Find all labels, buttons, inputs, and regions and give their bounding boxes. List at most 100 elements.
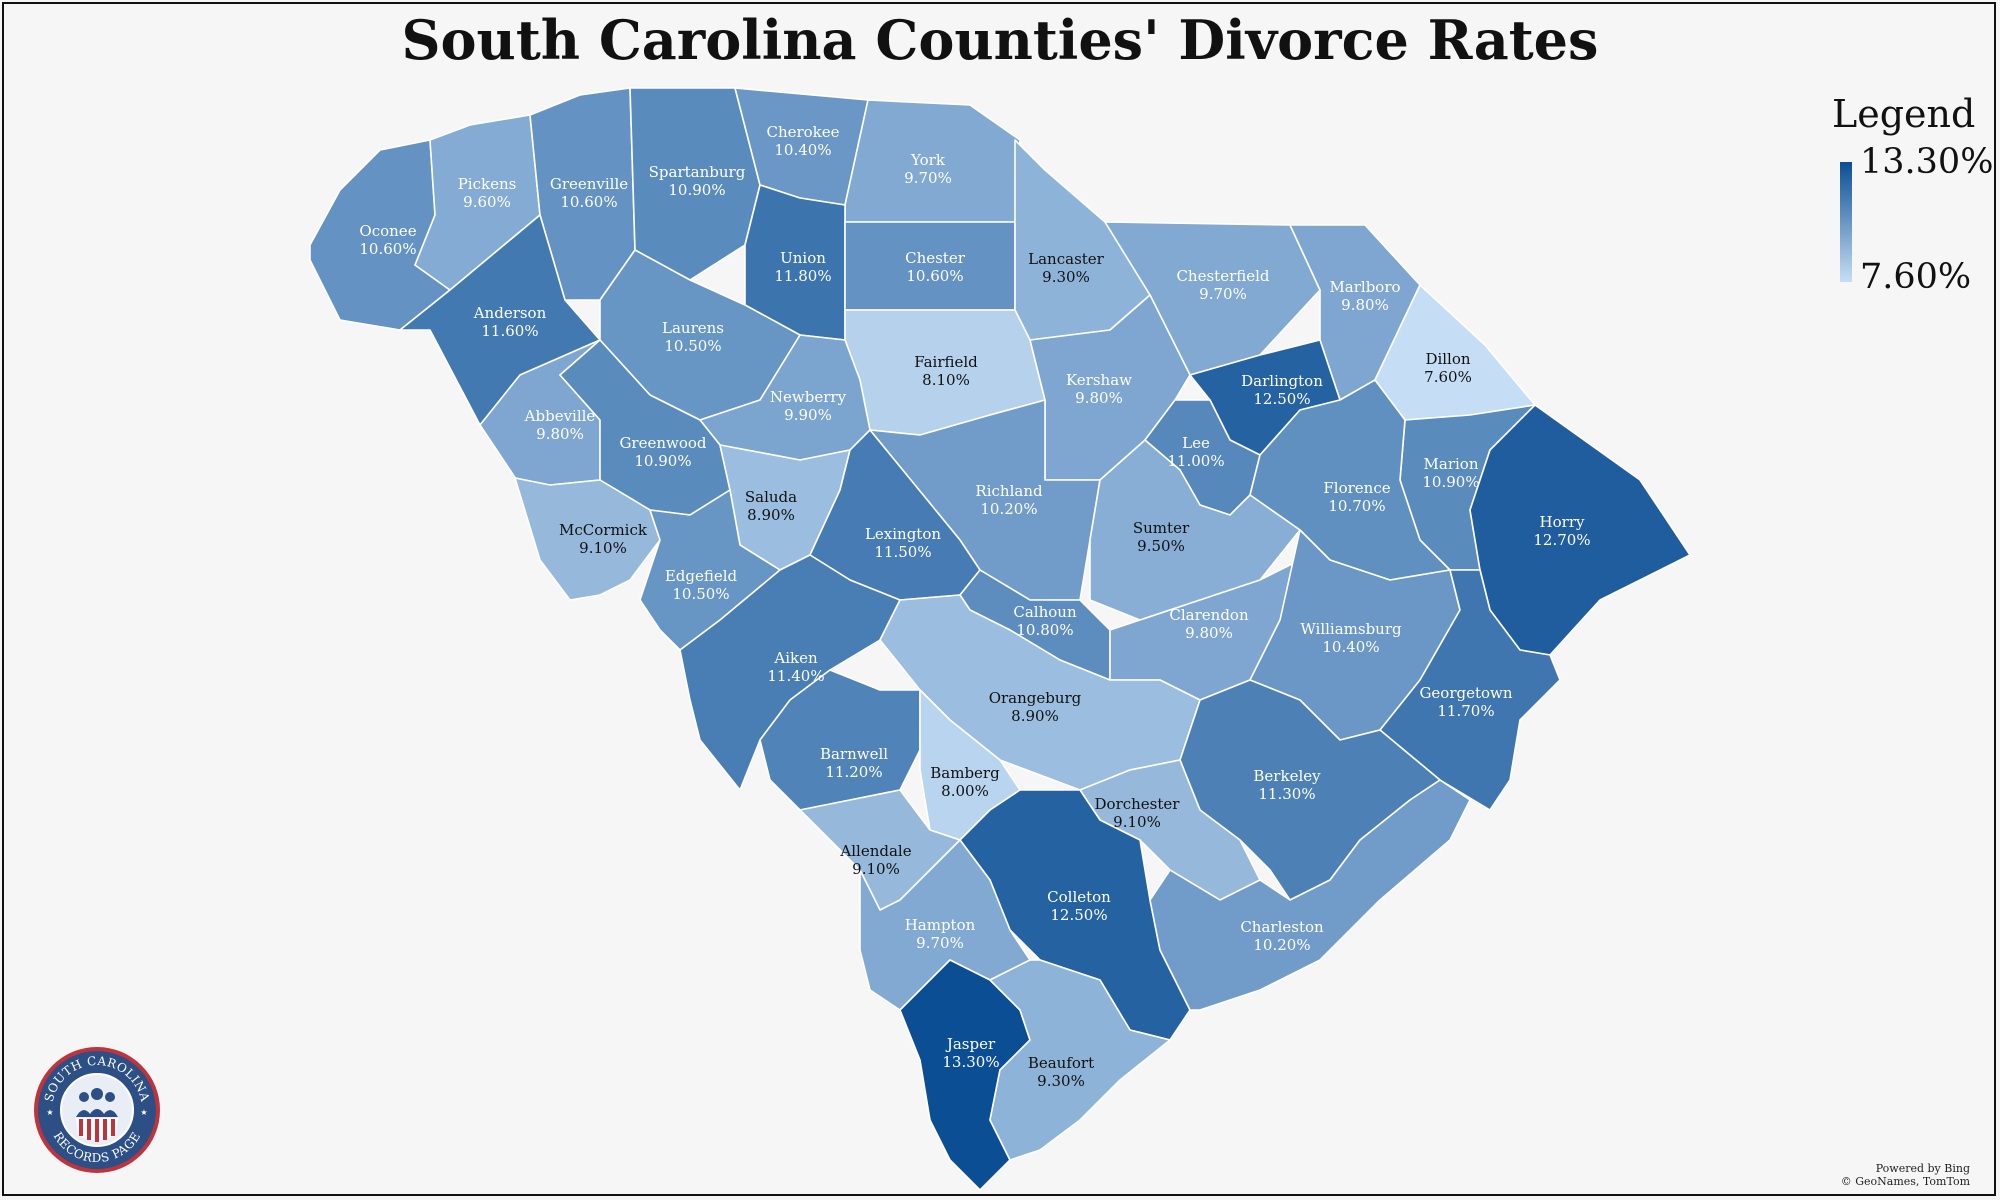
county-charleston[interactable] — [1149, 779, 1471, 1011]
county-mccormick[interactable] — [514, 477, 661, 601]
credit-line-powered-by: Powered by Bing — [1875, 1162, 1970, 1175]
county-value-label: 9.70% — [904, 169, 952, 187]
county-name-label: Pickens — [458, 175, 517, 193]
credit-line-attribution: © GeoNames, TomTom — [1840, 1175, 1970, 1188]
county-name-label: Williamsburg — [1300, 620, 1402, 638]
county-georgetown[interactable] — [1379, 569, 1561, 811]
county-value-label: 10.70% — [1328, 497, 1385, 515]
county-aiken[interactable] — [679, 554, 901, 791]
flag-stripes-icon — [76, 1118, 118, 1142]
county-name-label: York — [910, 151, 946, 169]
county-name-label: Georgetown — [1419, 684, 1512, 702]
county-value-label: 9.70% — [916, 934, 964, 952]
map-title: South Carolina Counties' Divorce Rates — [401, 8, 1599, 72]
county-name-label: Bamberg — [930, 764, 1000, 782]
county-value-label: 11.60% — [481, 322, 538, 340]
county-name-label: Fairfield — [914, 353, 978, 371]
county-name-label: Dorchester — [1095, 795, 1181, 813]
county-value-label: 10.20% — [980, 500, 1037, 518]
legend-max-label: 13.30% — [1860, 142, 1994, 182]
county-value-label: 11.20% — [825, 763, 882, 781]
county-hampton[interactable] — [859, 839, 1031, 1011]
county-name-label: Richland — [975, 482, 1043, 500]
legend-min-label: 7.60% — [1860, 257, 1972, 297]
county-value-label: 9.70% — [1199, 285, 1247, 303]
county-name-label: Marion — [1424, 455, 1479, 473]
county-value-label: 9.10% — [852, 860, 900, 878]
county-name-label: Chester — [905, 249, 966, 267]
county-name-label: Lee — [1182, 434, 1210, 452]
county-value-label: 13.30% — [942, 1053, 999, 1071]
county-name-label: Beaufort — [1028, 1054, 1094, 1072]
county-value-label: 11.70% — [1437, 702, 1494, 720]
county-value-label: 10.90% — [634, 452, 691, 470]
county-value-label: 10.20% — [1253, 936, 1310, 954]
county-name-label: Darlington — [1241, 372, 1323, 390]
county-name-label: Saluda — [745, 488, 797, 506]
county-value-label: 9.10% — [579, 539, 627, 557]
county-name-label: McCormick — [559, 521, 648, 539]
county-value-label: 12.70% — [1533, 531, 1590, 549]
county-name-label: Hampton — [905, 916, 976, 934]
county-value-label: 9.80% — [1341, 296, 1389, 314]
county-name-label: Charleston — [1240, 918, 1324, 936]
county-value-label: 10.40% — [774, 141, 831, 159]
county-name-label: Greenville — [550, 175, 628, 193]
county-name-label: Edgefield — [665, 567, 738, 585]
county-value-label: 10.50% — [672, 585, 729, 603]
map-credit: Powered by Bing © GeoNames, TomTom — [1841, 1162, 1970, 1188]
county-value-label: 9.10% — [1113, 813, 1161, 831]
county-labels-layer: Oconee 10.60% Pickens 9.60% Greenville 1… — [359, 123, 1590, 1090]
county-value-label: 9.80% — [536, 425, 584, 443]
county-value-label: 11.30% — [1258, 785, 1315, 803]
county-name-label: Lexington — [865, 525, 941, 543]
county-value-label: 8.00% — [941, 782, 989, 800]
county-value-label: 9.30% — [1037, 1072, 1085, 1090]
county-value-label: 9.80% — [1075, 389, 1123, 407]
county-name-label: Cherokee — [766, 123, 839, 141]
county-value-label: 11.00% — [1167, 452, 1224, 470]
county-name-label: Berkeley — [1253, 767, 1321, 785]
county-name-label: Chesterfield — [1176, 267, 1269, 285]
county-value-label: 10.50% — [664, 337, 721, 355]
county-value-label: 11.50% — [874, 543, 931, 561]
county-beaufort[interactable] — [989, 959, 1171, 1161]
county-value-label: 11.80% — [774, 267, 831, 285]
county-value-label: 12.50% — [1050, 906, 1107, 924]
county-name-label: Sumter — [1133, 519, 1190, 537]
county-name-label: Clarendon — [1169, 606, 1249, 624]
county-value-label: 8.10% — [922, 371, 970, 389]
county-value-label: 10.90% — [668, 181, 725, 199]
county-name-label: Jasper — [945, 1035, 996, 1053]
legend-color-bar — [1840, 162, 1852, 282]
people-icon — [76, 1088, 118, 1117]
county-name-label: Allendale — [839, 842, 911, 860]
county-name-label: Colleton — [1047, 888, 1111, 906]
county-name-label: Horry — [1540, 513, 1585, 531]
county-name-label: Dillon — [1425, 350, 1470, 368]
county-value-label: 10.40% — [1322, 638, 1379, 656]
county-name-label: Spartanburg — [649, 163, 746, 181]
county-value-label: 10.60% — [906, 267, 963, 285]
county-name-label: Laurens — [662, 319, 724, 337]
county-name-label: Kershaw — [1066, 371, 1132, 389]
county-value-label: 10.60% — [560, 193, 617, 211]
county-value-label: 8.90% — [1011, 707, 1059, 725]
legend-title: Legend — [1832, 92, 1976, 136]
county-value-label: 9.50% — [1137, 537, 1185, 555]
county-name-label: Newberry — [770, 388, 847, 406]
county-value-label: 9.80% — [1185, 624, 1233, 642]
county-name-label: Marlboro — [1329, 278, 1400, 296]
county-value-label: 9.30% — [1042, 268, 1090, 286]
county-name-label: Oconee — [359, 222, 416, 240]
legend: Legend 13.30% 7.60% — [1825, 92, 1995, 312]
county-name-label: Abbeville — [524, 407, 596, 425]
county-value-label: 11.40% — [767, 667, 824, 685]
svg-text:★: ★ — [46, 1108, 53, 1117]
county-name-label: Barnwell — [820, 745, 888, 763]
county-value-label: 8.90% — [747, 506, 795, 524]
county-value-label: 9.60% — [463, 193, 511, 211]
county-value-label: 10.80% — [1016, 621, 1073, 639]
county-name-label: Florence — [1323, 479, 1390, 497]
